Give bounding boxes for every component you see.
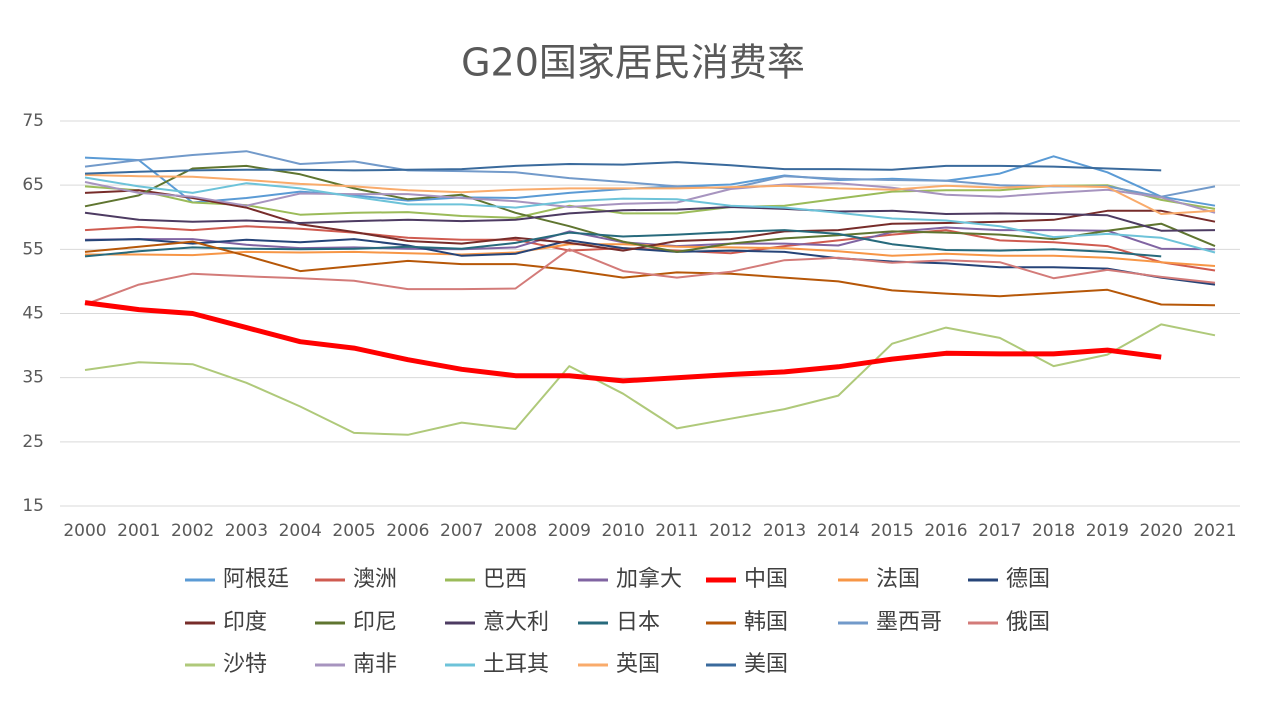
x-tick-label: 2006 <box>386 521 429 541</box>
y-tick-label: 75 <box>22 111 44 131</box>
legend-label: 土耳其 <box>483 652 549 677</box>
x-tick-label: 2021 <box>1193 521 1236 541</box>
x-tick-label: 2002 <box>171 521 214 541</box>
series-line <box>84 161 1162 175</box>
chart-title: G20国家居民消费率 <box>461 41 805 85</box>
legend-label: 德国 <box>1006 567 1050 592</box>
y-tick-label: 45 <box>22 304 44 324</box>
legend-label: 意大利 <box>483 610 549 635</box>
series-line <box>84 184 1216 219</box>
y-tick-label: 35 <box>22 368 44 388</box>
x-tick-label: 2013 <box>763 521 806 541</box>
series-line <box>84 300 1162 384</box>
legend-label: 韩国 <box>744 610 788 635</box>
legend-label: 沙特 <box>223 652 267 677</box>
y-tick-label: 65 <box>22 175 44 195</box>
x-tick-label: 2000 <box>63 521 106 541</box>
x-tick-label: 2011 <box>655 521 698 541</box>
legend-label: 英国 <box>616 652 660 677</box>
x-tick-label: 2003 <box>225 521 268 541</box>
x-tick-label: 2012 <box>709 521 752 541</box>
x-tick-label: 2014 <box>817 521 860 541</box>
series-line <box>84 176 1216 254</box>
x-tick-label: 2015 <box>871 521 914 541</box>
x-tick-label: 2007 <box>440 521 483 541</box>
legend-label: 加拿大 <box>616 566 682 592</box>
legend-label: 日本 <box>616 610 660 635</box>
x-tick-label: 2018 <box>1032 521 1075 541</box>
x-tick-label: 2001 <box>117 521 160 541</box>
x-tick-label: 2016 <box>924 521 967 541</box>
series-line <box>84 238 1216 286</box>
x-tick-label: 2004 <box>279 521 322 541</box>
y-tick-label: 15 <box>22 496 44 516</box>
series-line <box>84 181 1216 214</box>
series-line <box>84 173 1216 215</box>
series-line <box>84 206 1216 232</box>
x-tick-label: 2017 <box>978 521 1021 541</box>
series-line <box>84 248 1216 306</box>
series-line <box>84 229 1162 258</box>
x-tick-label: 2005 <box>332 521 375 541</box>
legend-label: 印度 <box>223 610 267 635</box>
x-tick-label: 2020 <box>1140 521 1183 541</box>
y-tick-label: 25 <box>22 432 44 452</box>
legend-label: 阿根廷 <box>223 567 289 592</box>
legend-label: 墨西哥 <box>876 610 942 635</box>
x-tick-label: 2009 <box>548 521 591 541</box>
legend-label: 中国 <box>744 567 788 592</box>
y-tick-label: 55 <box>22 239 44 259</box>
legend-label: 南非 <box>353 652 397 677</box>
legend-label: 印尼 <box>353 610 397 635</box>
x-tick-label: 2008 <box>494 521 537 541</box>
legend-label: 巴西 <box>483 567 527 592</box>
legend-label: 美国 <box>744 652 788 677</box>
legend-label: 俄国 <box>1006 610 1050 635</box>
x-tick-label: 2019 <box>1086 521 1129 541</box>
x-tick-label: 2010 <box>601 521 644 541</box>
series-line <box>84 226 1216 251</box>
legend-label: 法国 <box>876 567 920 592</box>
legend-label: 澳洲 <box>353 567 397 592</box>
